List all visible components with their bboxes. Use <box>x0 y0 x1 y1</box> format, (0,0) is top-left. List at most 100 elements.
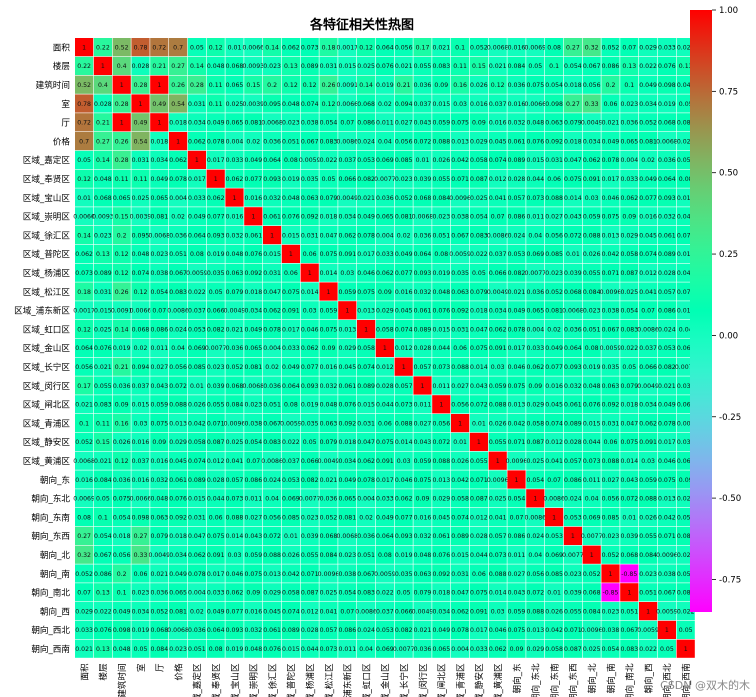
cell-value-label: 0.089 <box>564 420 582 427</box>
heatmap-cell <box>488 320 507 339</box>
heatmap-cell <box>451 583 470 602</box>
heatmap-cell <box>112 132 131 151</box>
heatmap-cell <box>488 263 507 282</box>
heatmap-cell <box>563 395 582 414</box>
heatmap-cell <box>93 188 112 207</box>
cell-value-label: 0.084 <box>583 289 601 296</box>
cell-value-label: 0.032 <box>320 383 338 390</box>
cell-value-label: 0.085 <box>545 571 563 578</box>
cell-value-label: 0.049 <box>244 326 262 333</box>
heatmap-cell <box>413 282 432 301</box>
cell-value-label: 0.056 <box>263 514 281 521</box>
cell-value-label: 0.047 <box>320 232 338 239</box>
cell-value-label: 0.058 <box>545 646 563 653</box>
cell-value-label: 0.09 <box>622 214 636 221</box>
heatmap-cell <box>300 451 319 470</box>
heatmap-cell <box>375 207 394 226</box>
cell-value-label: 0.052 <box>395 195 413 202</box>
heatmap-cell <box>413 545 432 564</box>
cell-value-label: 0.01 <box>547 590 561 597</box>
heatmap-cell <box>563 207 582 226</box>
cell-value-label: 0.076 <box>677 232 695 239</box>
cell-value-label: 0.09 <box>322 345 336 352</box>
heatmap-cell <box>281 188 300 207</box>
cell-value-label: 0.0059 <box>600 345 622 352</box>
cell-value-label: 0.068 <box>357 101 375 108</box>
cell-value-label: 0.047 <box>188 533 206 540</box>
cell-value-label: 0.022 <box>282 439 300 446</box>
heatmap-cell <box>169 188 188 207</box>
cell-value-label: 0.061 <box>432 533 450 540</box>
heatmap-cell <box>676 620 695 639</box>
cell-value-label: 0.049 <box>639 82 657 89</box>
cell-value-label: 0.011 <box>526 214 544 221</box>
cell-value-label: 0.062 <box>395 496 413 503</box>
cell-value-label: 0.059 <box>320 308 338 315</box>
heatmap-cell <box>131 132 150 151</box>
cell-value-label: 0.044 <box>583 439 601 446</box>
heatmap-cell <box>112 301 131 320</box>
heatmap-cell <box>413 620 432 639</box>
cell-value-label: 0.0066 <box>130 496 152 503</box>
x-tick-label: 区域_静安区 <box>473 663 485 697</box>
heatmap-cell <box>263 320 282 339</box>
cell-value-label: 0.04 <box>585 496 599 503</box>
heatmap-cell <box>488 207 507 226</box>
heatmap-cell <box>413 357 432 376</box>
heatmap-cell <box>225 395 244 414</box>
cell-value-label: 0.016 <box>470 101 488 108</box>
cell-value-label: 0.062 <box>75 251 93 258</box>
cell-value-label: 0.054 <box>602 646 620 653</box>
heatmap-cell <box>319 376 338 395</box>
heatmap-cell <box>394 56 413 75</box>
heatmap-cell <box>507 263 526 282</box>
heatmap-cell <box>526 508 545 527</box>
heatmap-cell <box>169 414 188 433</box>
heatmap-cell <box>112 602 131 621</box>
cell-value-label: 0.044 <box>677 270 695 277</box>
cell-value-label: 0.0068 <box>73 458 95 465</box>
heatmap-cell <box>206 132 225 151</box>
cell-value-label: 1 <box>665 627 669 634</box>
cell-value-label: 0.015 <box>188 496 206 503</box>
cell-value-label: 0.037 <box>338 157 356 164</box>
heatmap-cell <box>451 150 470 169</box>
heatmap-cell <box>394 320 413 339</box>
cell-value-label: 0.068 <box>226 63 244 70</box>
heatmap-cell <box>112 414 131 433</box>
heatmap-cell <box>319 226 338 245</box>
heatmap-cell <box>263 508 282 527</box>
cell-value-label: 0.067 <box>357 571 375 578</box>
heatmap-cell <box>225 508 244 527</box>
cell-value-label: 1 <box>157 120 161 127</box>
cell-value-label: 0.086 <box>244 477 262 484</box>
cell-value-label: 0.057 <box>320 627 338 634</box>
heatmap-cell <box>169 226 188 245</box>
cell-value-label: 0.075 <box>658 477 676 484</box>
heatmap-cell <box>601 38 620 57</box>
heatmap-cell <box>75 207 94 226</box>
heatmap-cell <box>281 357 300 376</box>
heatmap-cell <box>488 38 507 57</box>
cell-value-label: 0.034 <box>639 101 657 108</box>
cell-value-label: 0.036 <box>263 383 281 390</box>
heatmap-cell <box>432 320 451 339</box>
heatmap-cell <box>225 132 244 151</box>
cell-value-label: 0.26 <box>171 82 185 89</box>
cell-value-label: 0.0069 <box>524 44 546 51</box>
heatmap-cell <box>620 282 639 301</box>
cell-value-label: 0.0086 <box>543 496 565 503</box>
cell-value-label: 0.091 <box>207 552 225 559</box>
heatmap-cell <box>469 150 488 169</box>
cell-value-label: 0.033 <box>207 590 225 597</box>
heatmap-cell <box>657 150 676 169</box>
cell-value-label: 0.0068 <box>261 120 283 127</box>
cell-value-label: 0.0039 <box>242 101 264 108</box>
cell-value-label: 0.076 <box>282 214 300 221</box>
cell-value-label: 0.049 <box>639 176 657 183</box>
cell-value-label: 0.11 <box>209 82 223 89</box>
heatmap-cell <box>75 545 94 564</box>
cell-value-label: 0.054 <box>94 533 112 540</box>
cell-value-label: 0.0086 <box>637 326 659 333</box>
cell-value-label: 0.054 <box>508 496 526 503</box>
